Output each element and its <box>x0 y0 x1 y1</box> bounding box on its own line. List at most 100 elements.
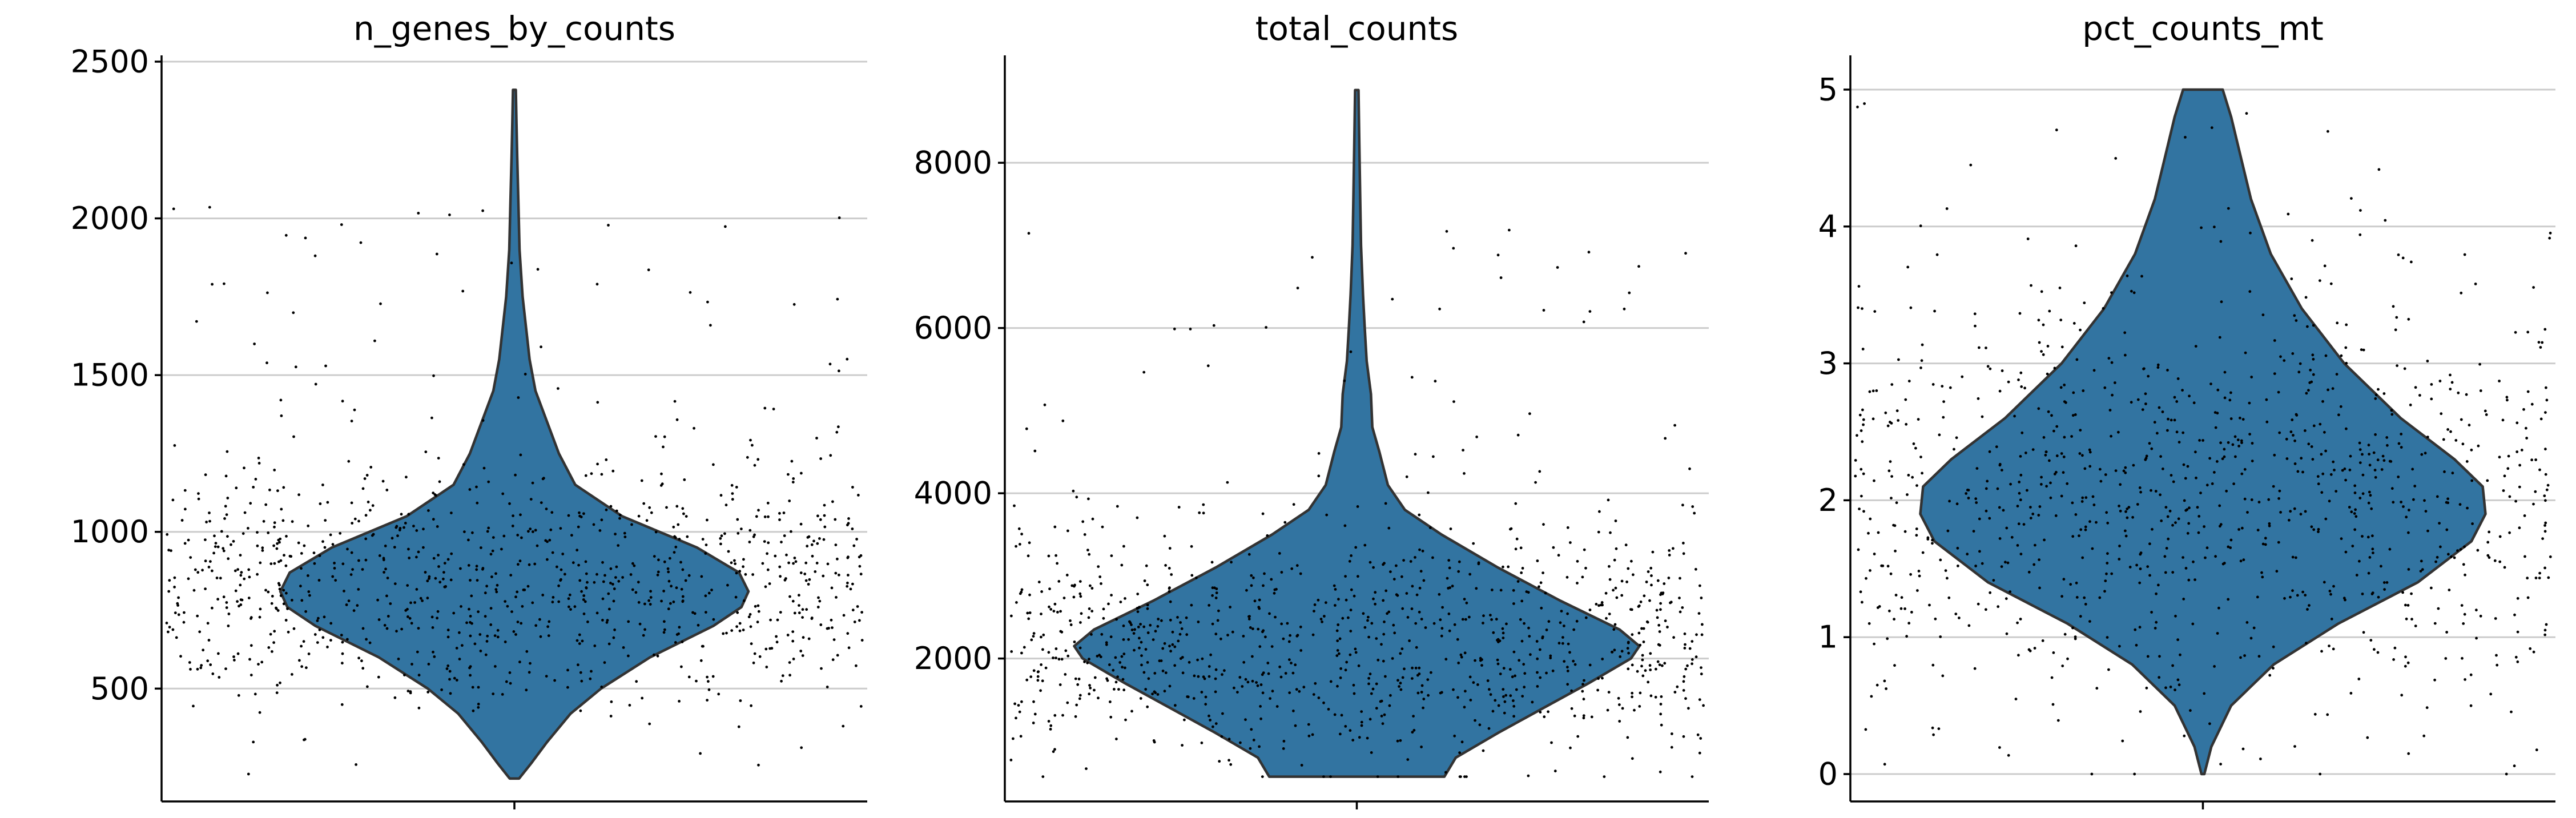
data-point <box>701 644 704 648</box>
data-point <box>1032 635 1035 638</box>
data-point <box>1116 675 1119 679</box>
data-point <box>1545 628 1548 631</box>
data-point <box>472 709 475 712</box>
data-point <box>2114 381 2116 384</box>
data-point <box>2370 507 2373 510</box>
data-point <box>2139 553 2142 556</box>
data-point <box>2544 448 2547 451</box>
data-point <box>298 659 301 662</box>
data-point <box>1607 691 1611 694</box>
data-point <box>581 639 584 643</box>
data-point <box>522 589 525 591</box>
data-point <box>1138 606 1141 609</box>
data-point <box>2545 623 2548 626</box>
data-point <box>738 570 742 573</box>
data-point <box>1335 654 1339 657</box>
data-point <box>2223 370 2227 374</box>
data-point <box>1981 562 1984 565</box>
data-point <box>823 503 826 507</box>
data-point <box>2243 497 2247 501</box>
data-point <box>2127 506 2131 509</box>
data-point <box>1033 449 1037 453</box>
data-point <box>1620 594 1624 597</box>
data-point <box>1921 472 1924 475</box>
data-point <box>400 513 403 516</box>
data-point <box>1422 579 1426 582</box>
data-point <box>2376 651 2380 654</box>
data-point <box>2010 535 2014 539</box>
data-point <box>1462 449 1465 452</box>
data-point <box>1604 591 1608 595</box>
data-point <box>1132 632 1136 635</box>
data-point <box>1682 542 1685 545</box>
data-point <box>1605 616 1608 620</box>
data-point <box>1486 679 1490 682</box>
data-point <box>1388 704 1391 707</box>
data-point <box>2074 513 2078 516</box>
data-point <box>1273 591 1276 595</box>
data-point <box>2538 577 2541 579</box>
data-point <box>1931 538 1934 542</box>
data-point <box>2426 360 2429 362</box>
data-point <box>742 558 745 561</box>
data-point <box>2156 366 2160 369</box>
data-point <box>1313 610 1315 613</box>
data-point <box>475 565 478 568</box>
data-point <box>1336 639 1339 642</box>
data-point <box>677 523 680 526</box>
data-point <box>1597 604 1600 607</box>
y-tick-label: 1000 <box>71 514 149 550</box>
data-point <box>1489 614 1492 616</box>
data-point <box>1160 619 1163 622</box>
data-point <box>2463 613 2466 616</box>
data-point <box>361 667 365 670</box>
data-point <box>379 302 382 305</box>
data-point <box>1884 411 1887 414</box>
data-point <box>1363 626 1367 629</box>
data-point <box>2257 501 2261 503</box>
data-point <box>1861 348 1865 350</box>
data-point <box>1298 690 1301 693</box>
data-point <box>2544 499 2547 502</box>
data-point <box>731 492 734 495</box>
data-point <box>1620 650 1624 653</box>
data-point <box>2321 400 2324 403</box>
data-point <box>1885 687 1888 690</box>
data-point <box>1069 619 1072 622</box>
data-point <box>534 529 537 532</box>
data-point <box>175 636 178 639</box>
data-point <box>461 289 465 293</box>
data-point <box>1672 636 1676 639</box>
data-point <box>1527 626 1530 630</box>
data-point <box>430 615 434 619</box>
data-point <box>1252 576 1255 579</box>
data-point <box>239 574 243 577</box>
data-point <box>481 567 484 571</box>
data-point <box>1688 467 1691 470</box>
data-point <box>475 568 478 571</box>
data-point <box>1700 633 1704 636</box>
data-point <box>1042 633 1045 636</box>
data-point <box>1464 690 1467 693</box>
data-point <box>1502 636 1505 639</box>
data-point <box>851 527 854 530</box>
data-point <box>1418 666 1421 670</box>
data-point <box>609 582 612 585</box>
data-point <box>1040 613 1043 615</box>
data-point <box>1047 720 1050 723</box>
data-point <box>317 579 321 582</box>
data-point <box>369 509 372 512</box>
data-point <box>1499 589 1503 592</box>
data-point <box>2404 603 2407 607</box>
data-point <box>1270 578 1273 581</box>
data-point <box>2532 502 2535 506</box>
y-tick-label: 2500 <box>71 43 149 79</box>
data-point <box>2327 130 2329 133</box>
data-point <box>402 526 405 529</box>
data-point <box>359 241 363 244</box>
y-tick-label: 1500 <box>71 357 149 393</box>
data-point <box>211 606 214 610</box>
data-point <box>2236 438 2240 441</box>
data-point <box>1998 746 2001 749</box>
data-point <box>769 618 772 622</box>
